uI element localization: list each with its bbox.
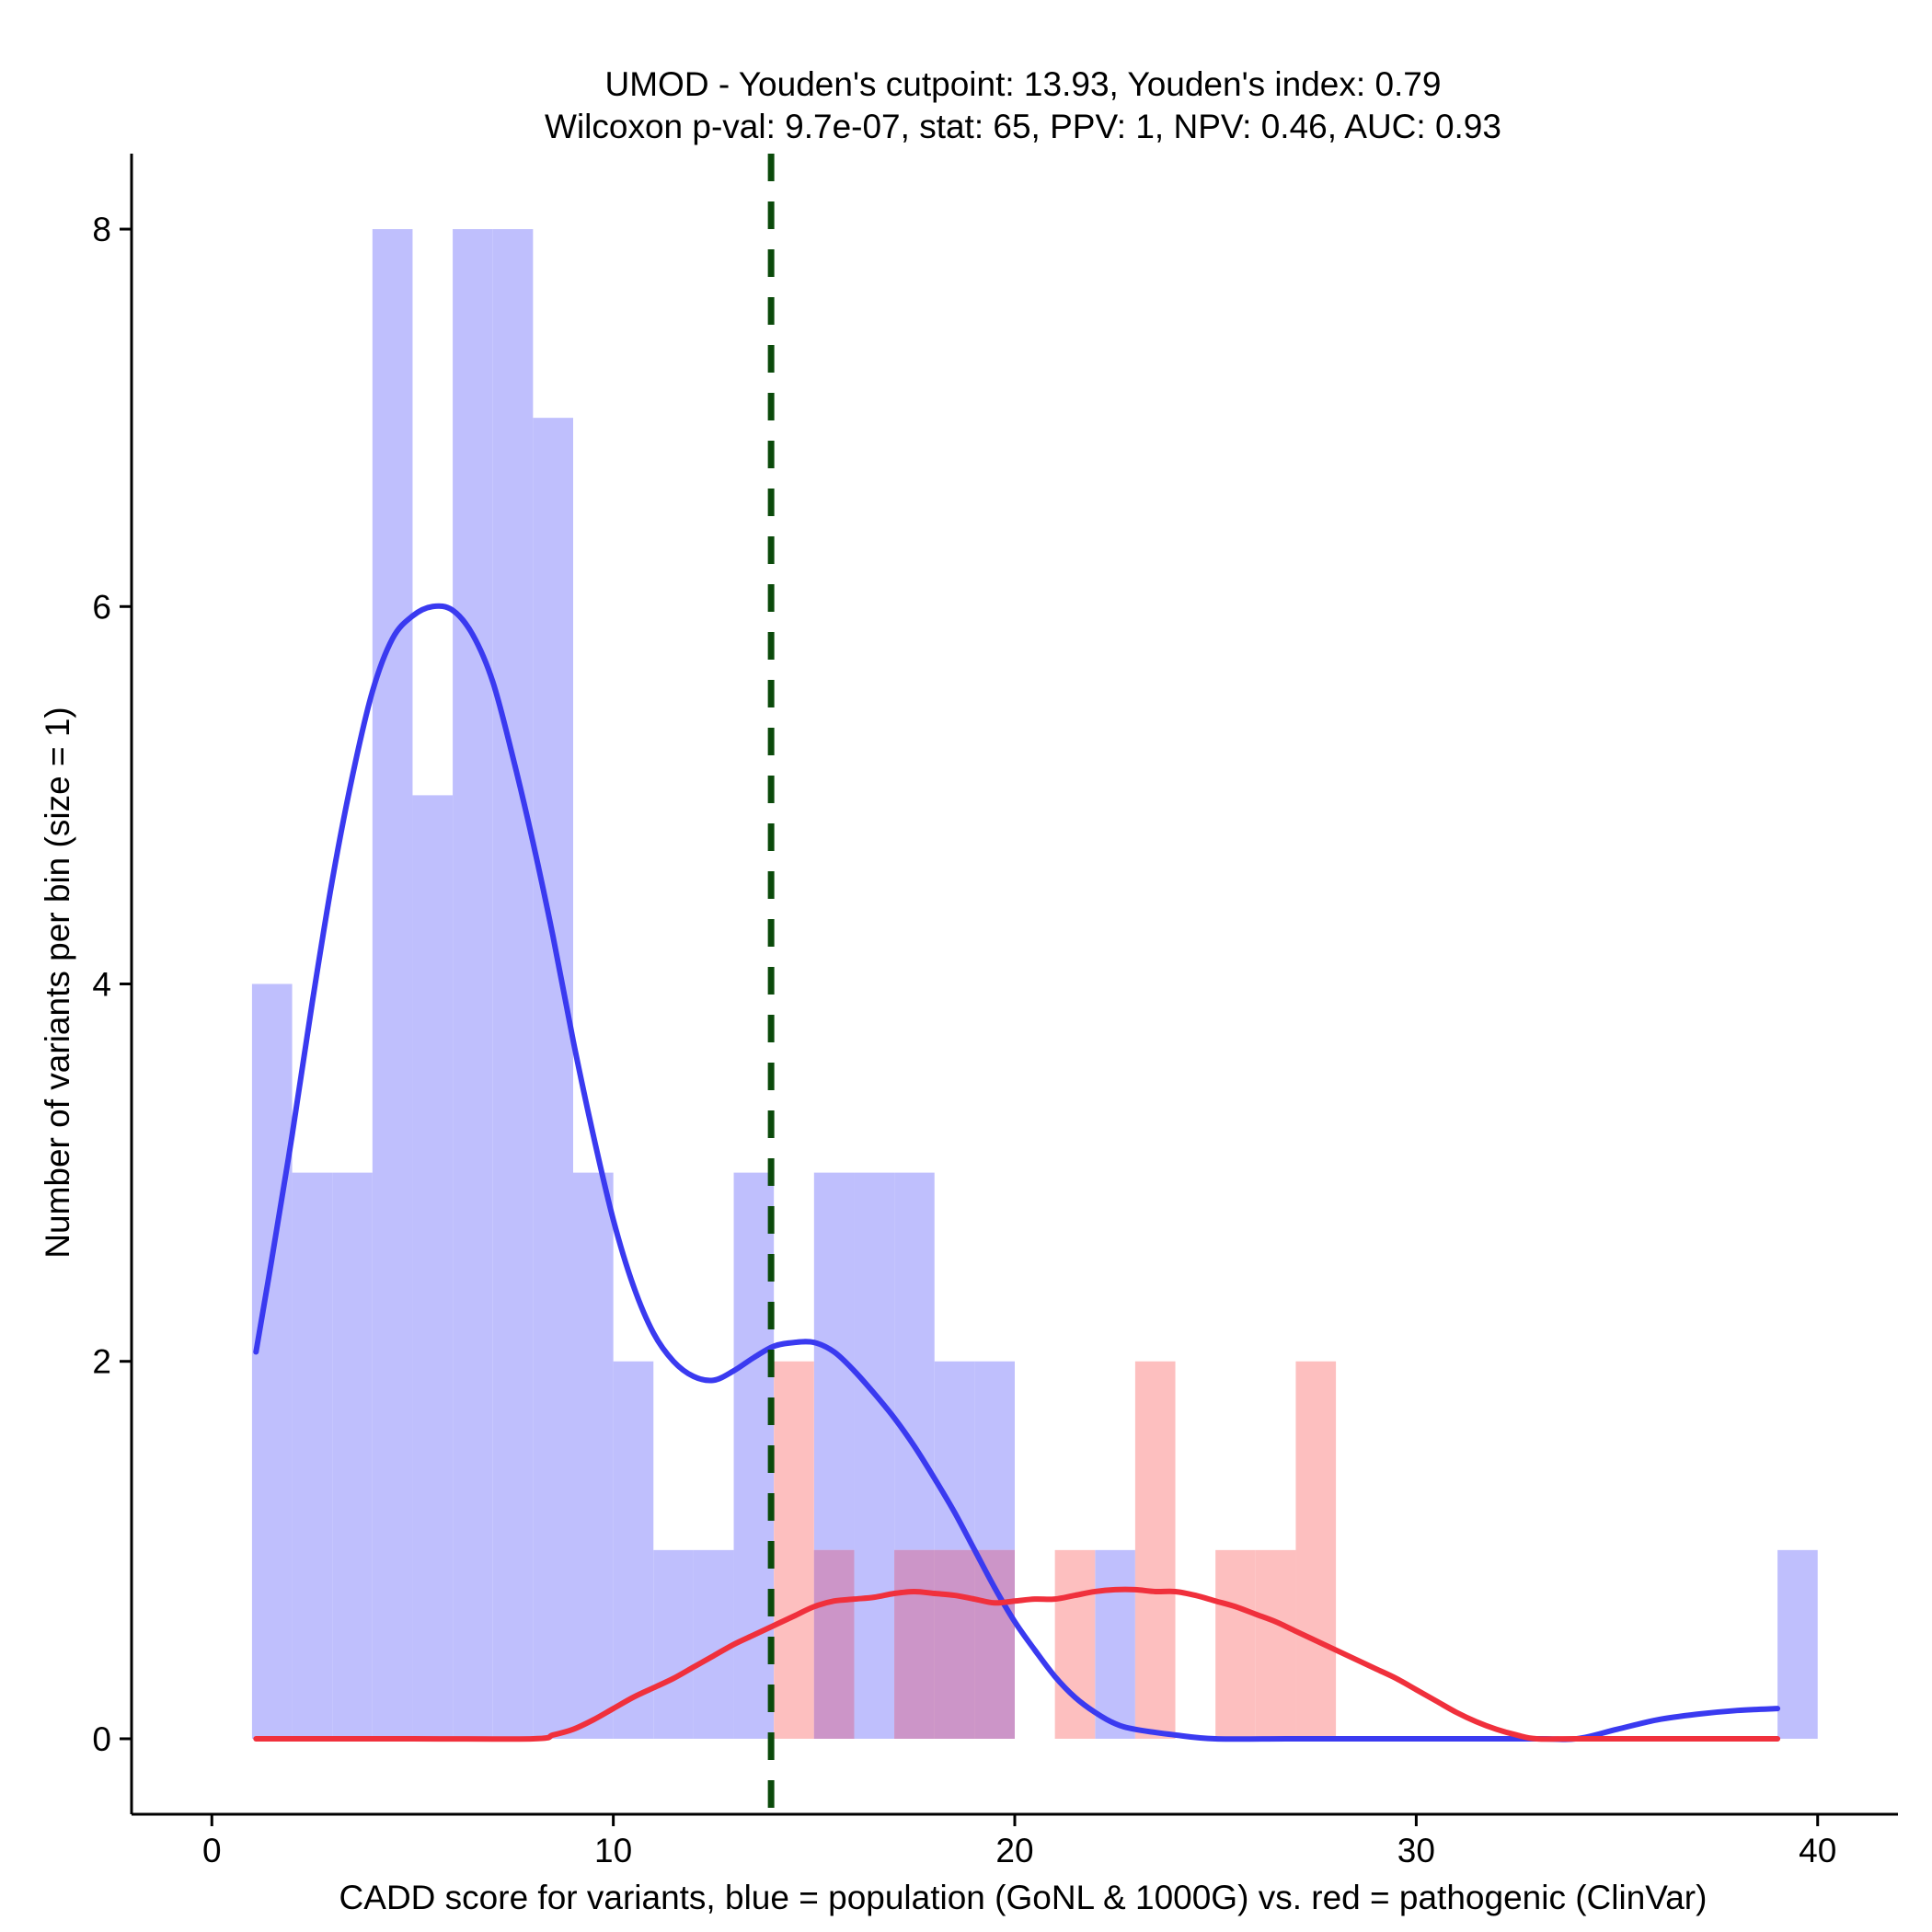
x-tick-label: 0 xyxy=(202,1832,222,1869)
title-line-1: UMOD - Youden's cutpoint: 13.93, Youden'… xyxy=(605,65,1442,103)
population-bar xyxy=(653,1549,694,1739)
pathogenic-bar xyxy=(1134,1361,1176,1739)
x-tick-label: 20 xyxy=(995,1832,1033,1869)
population-bar xyxy=(332,1172,373,1739)
x-tick-label: 10 xyxy=(594,1832,632,1869)
pathogenic-bar xyxy=(1255,1549,1296,1739)
population-bar xyxy=(533,418,573,1739)
population-bar xyxy=(251,983,293,1739)
population-bar xyxy=(693,1549,734,1739)
population-bar xyxy=(372,229,413,1739)
title-line-2: Wilcoxon p-val: 9.7e-07, stat: 65, PPV: … xyxy=(545,108,1501,145)
density-lines xyxy=(253,603,1781,1742)
y-tick-label: 0 xyxy=(92,1720,111,1758)
y-tick-label: 6 xyxy=(92,588,111,626)
overlap-bar xyxy=(813,1549,855,1739)
population-bar xyxy=(453,229,493,1739)
pathogenic-bar xyxy=(774,1361,814,1739)
y-tick-label: 4 xyxy=(92,966,111,1004)
y-tick-label: 2 xyxy=(92,1343,111,1381)
x-axis-label: CADD score for variants, blue = populati… xyxy=(339,1879,1708,1916)
population-density-line xyxy=(253,603,1781,1742)
population-bar xyxy=(492,229,534,1739)
pathogenic-bar xyxy=(1295,1361,1337,1739)
x-tick-label: 40 xyxy=(1799,1832,1836,1869)
pathogenic-density-line xyxy=(253,1586,1781,1742)
y-tick-label: 8 xyxy=(92,211,111,248)
pathogenic-bar xyxy=(1215,1549,1256,1739)
population-bar xyxy=(412,795,454,1739)
population-bar xyxy=(292,1172,333,1739)
population-bar xyxy=(613,1361,654,1739)
axes: 0 10 20 30 40 0 2 4 6 8 xyxy=(92,154,1898,1869)
histogram-bars xyxy=(251,229,1818,1739)
population-bar xyxy=(854,1172,895,1739)
population-bar xyxy=(573,1172,614,1739)
population-bar xyxy=(1777,1549,1818,1739)
overlap-bar xyxy=(974,1549,1015,1739)
population-bar xyxy=(733,1172,775,1739)
population-bar xyxy=(1095,1549,1135,1739)
overlap-bar xyxy=(894,1549,935,1739)
overlap-bar xyxy=(934,1549,975,1739)
y-axis-label: Number of variants per bin (size = 1) xyxy=(39,707,76,1258)
x-tick-label: 30 xyxy=(1397,1832,1435,1869)
chart-title: UMOD - Youden's cutpoint: 13.93, Youden'… xyxy=(545,65,1501,145)
